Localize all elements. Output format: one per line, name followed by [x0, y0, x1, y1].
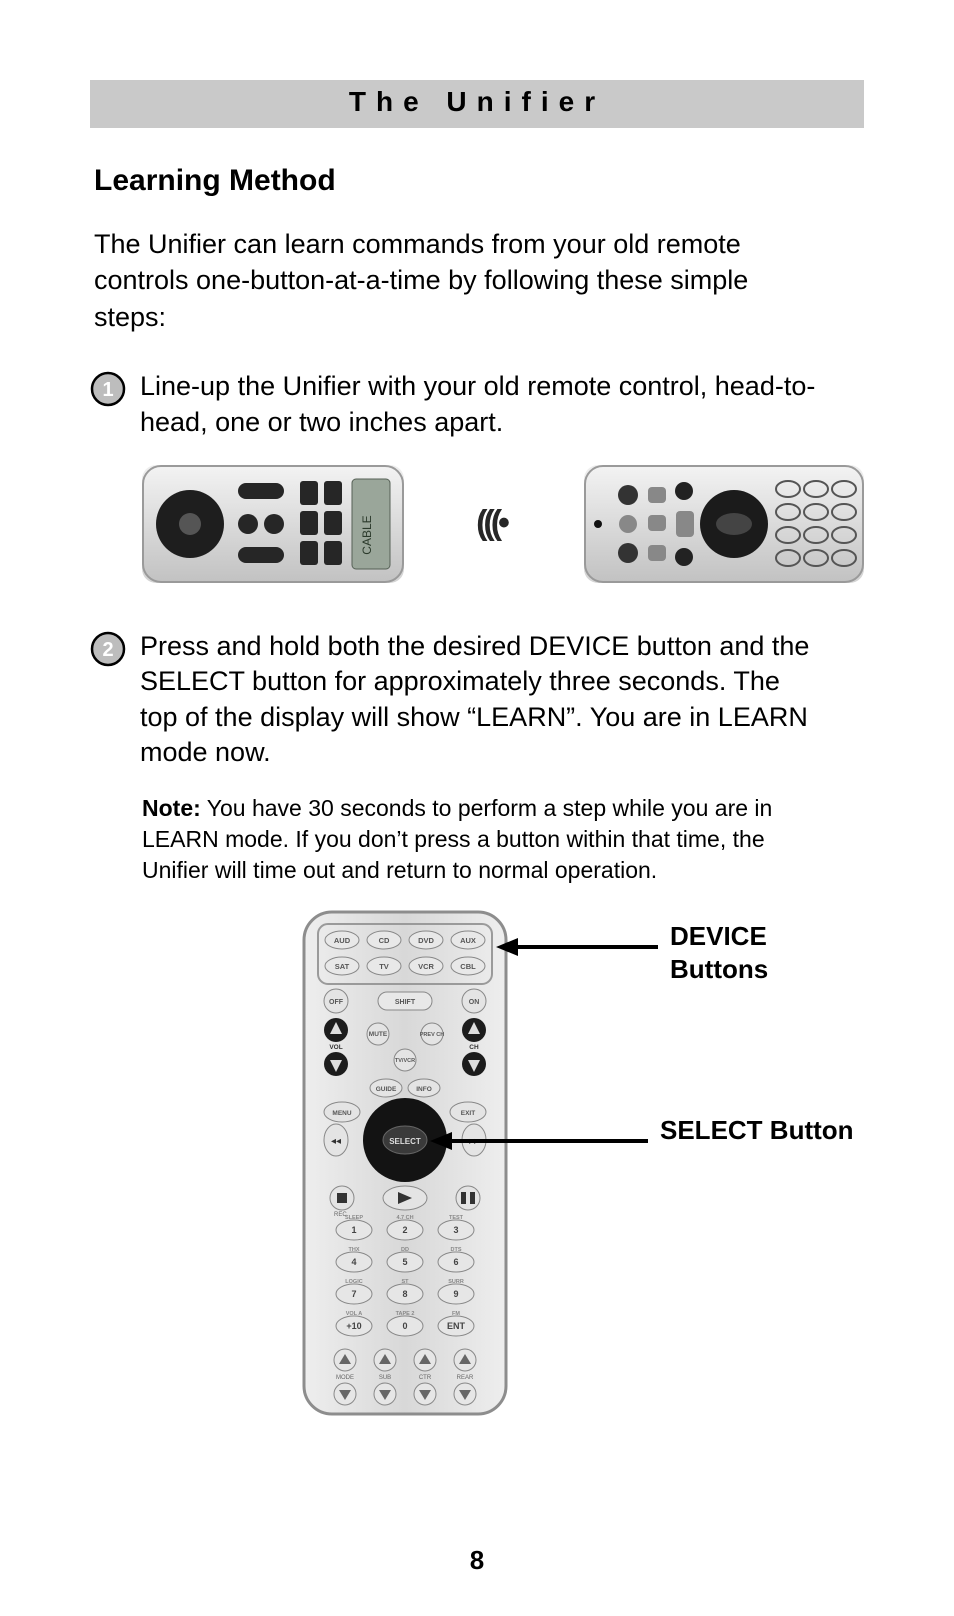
svg-text:TV/VCR: TV/VCR [395, 1058, 415, 1064]
device-button: DVD [409, 931, 443, 949]
arrow-head-icon [430, 1132, 452, 1150]
page: The Unifier Learning Method The Unifier … [0, 0, 954, 1616]
note-label: Note: [142, 795, 201, 821]
ir-signal-icon: (((• [476, 504, 506, 543]
device-button: VCR [409, 957, 443, 975]
step-1-marker-icon: 1 [90, 371, 126, 407]
svg-text:TV: TV [379, 962, 389, 971]
note-text: You have 30 seconds to perform a step wh… [142, 795, 772, 883]
remote-diagram: AUD CD DVD AUX SAT TV VCR CBL OFF SHIFT … [300, 908, 864, 1428]
doc-title: The Unifier [349, 86, 605, 117]
svg-text:VCR: VCR [418, 962, 434, 971]
svg-text:7: 7 [351, 1289, 356, 1299]
svg-text:MODE: MODE [336, 1375, 354, 1381]
note-paragraph: Note: You have 30 seconds to perform a s… [142, 793, 814, 886]
svg-text:3: 3 [453, 1225, 458, 1235]
svg-text:0: 0 [402, 1321, 407, 1331]
svg-text:CBL: CBL [460, 962, 476, 971]
device-button: CBL [451, 957, 485, 975]
callout-select-label: SELECT Button [660, 1114, 854, 1147]
svg-text:DVD: DVD [418, 936, 434, 945]
arrow-head-icon [496, 938, 518, 956]
svg-text:CD: CD [379, 936, 390, 945]
page-number: 8 [0, 1545, 954, 1576]
svg-text:SAT: SAT [335, 962, 350, 971]
device-button: CD [367, 931, 401, 949]
svg-text:REAR: REAR [457, 1375, 474, 1381]
device-button: AUX [451, 931, 485, 949]
svg-text:6: 6 [453, 1257, 458, 1267]
svg-text:INFO: INFO [416, 1086, 432, 1093]
svg-text:◂◂: ◂◂ [331, 1136, 341, 1147]
device-button: TV [367, 957, 401, 975]
step-2-number: 2 [102, 639, 113, 661]
select-button-label: SELECT [389, 1137, 421, 1146]
svg-text:ENT: ENT [447, 1321, 466, 1331]
svg-text:1: 1 [351, 1225, 356, 1235]
svg-text:4: 4 [351, 1257, 356, 1267]
svg-text:GUIDE: GUIDE [376, 1086, 397, 1093]
device-button: AUD [325, 931, 359, 949]
svg-text:EXIT: EXIT [461, 1110, 475, 1117]
svg-text:SUB: SUB [379, 1375, 391, 1381]
svg-text:VOL: VOL [329, 1044, 342, 1051]
step-2: 2 Press and hold both the desired DEVICE… [90, 629, 864, 772]
intro-paragraph: The Unifier can learn commands from your… [94, 226, 824, 335]
step-1: 1 Line-up the Unifier with your old remo… [90, 369, 864, 440]
svg-text:2: 2 [402, 1225, 407, 1235]
step-1-number: 1 [102, 379, 113, 401]
title-bar: The Unifier [90, 80, 864, 128]
svg-text:+10: +10 [346, 1321, 361, 1331]
svg-text:ON: ON [469, 999, 480, 1006]
device-button: SAT [325, 957, 359, 975]
svg-text:8: 8 [402, 1289, 407, 1299]
svg-text:AUD: AUD [334, 936, 351, 945]
remote-front-icon: AUD CD DVD AUX SAT TV VCR CBL OFF SHIFT … [300, 908, 510, 1418]
remotes-head-to-head-figure: CABLE (((• [142, 465, 864, 583]
svg-text:OFF: OFF [329, 999, 344, 1006]
svg-text:MUTE: MUTE [369, 1031, 388, 1038]
svg-text:5: 5 [402, 1257, 407, 1267]
svg-text:CTR: CTR [419, 1375, 432, 1381]
step-2-text: Press and hold both the desired DEVICE b… [140, 629, 824, 772]
step-2-marker-icon: 2 [90, 631, 126, 667]
svg-text:SHIFT: SHIFT [395, 999, 416, 1006]
remote-right-icon [584, 465, 864, 583]
svg-text:PREV CH: PREV CH [420, 1032, 444, 1038]
section-heading: Learning Method [94, 164, 864, 198]
svg-text:AUX: AUX [460, 936, 476, 945]
remote-left-lcd-text: CABLE [360, 515, 374, 554]
step-1-text: Line-up the Unifier with your old remote… [140, 369, 824, 440]
svg-text:MENU: MENU [332, 1110, 351, 1117]
callout-arrow [452, 1139, 648, 1143]
callout-arrow [518, 945, 658, 949]
svg-text:9: 9 [453, 1289, 458, 1299]
callout-device-label: DEVICE Buttons [670, 920, 864, 985]
remote-left-icon: CABLE [142, 465, 404, 583]
svg-text:CH: CH [469, 1044, 479, 1051]
